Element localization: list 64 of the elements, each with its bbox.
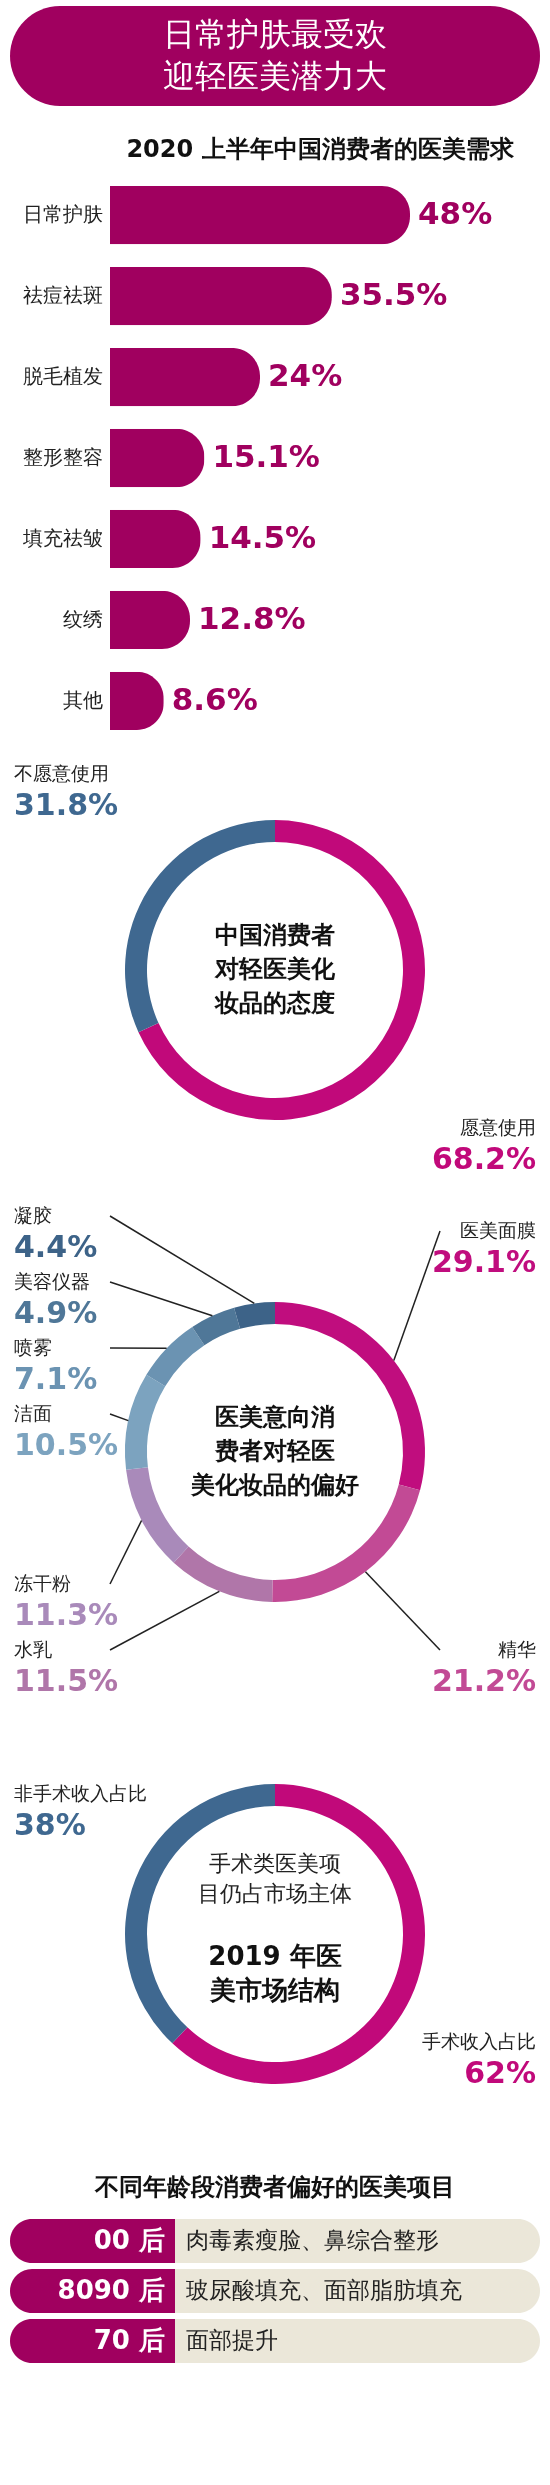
- slice-label: 美容仪器: [14, 1270, 90, 1292]
- slice-label: 凝胶: [14, 1204, 52, 1226]
- slice-label: 医美面膜: [460, 1218, 536, 1241]
- bar: [110, 509, 201, 569]
- data-label: 4.4%: [14, 1229, 98, 1264]
- data-label: 62%: [464, 2054, 536, 2090]
- slice-label: 非手术收入占比: [14, 1782, 147, 1805]
- y-tick-label: 其他: [62, 687, 103, 712]
- category-label: 00 后: [93, 2225, 165, 2255]
- data-label: 11.3%: [14, 1597, 119, 1632]
- category-label: 70 后: [93, 2325, 165, 2355]
- y-tick-label: 脱毛植发: [22, 364, 103, 389]
- bar: [110, 590, 190, 649]
- data-label: 21.2%: [431, 1663, 536, 1698]
- bar: [110, 267, 332, 326]
- text: 医美意向消费者对轻医美化妆品的偏好: [190, 1403, 359, 1499]
- bar: [110, 428, 205, 488]
- donut-slice: [146, 1326, 205, 1387]
- y-tick-label: 纹绣: [62, 606, 103, 631]
- slice-label: 愿意使用: [460, 1116, 536, 1138]
- donut-slice: [234, 1302, 275, 1329]
- text: 2019 年医美市场结构: [208, 1941, 342, 2005]
- text: 肉毒素瘦脸、鼻综合整形: [186, 2227, 439, 2253]
- data-label: 8.6%: [171, 680, 258, 717]
- data-label: 10.5%: [14, 1427, 119, 1462]
- data-label: 31.8%: [14, 787, 119, 822]
- text: 面部提升: [186, 2327, 278, 2353]
- donut-slice: [138, 820, 425, 1120]
- data-label: 29.1%: [431, 1243, 536, 1279]
- donut-slice: [126, 1467, 189, 1563]
- text: 中国消费者对轻医美化妆品的态度: [214, 921, 336, 1017]
- donut-slice: [125, 1374, 166, 1470]
- y-tick-label: 填充祛皱: [21, 525, 103, 550]
- data-label: 12.8%: [198, 599, 306, 636]
- donut-slice: [192, 1307, 241, 1346]
- bar: [110, 347, 260, 407]
- data-label: 48%: [418, 195, 493, 232]
- slice-label: 洁面: [14, 1402, 52, 1424]
- data-label: 24%: [268, 357, 343, 394]
- text: 不同年龄段消费者偏好的医美项目: [94, 2173, 455, 2201]
- text: 玻尿酸填充、面部脂肪填充: [186, 2277, 462, 2303]
- data-label: 7.1%: [14, 1361, 98, 1396]
- slice-label: 喷雾: [14, 1336, 52, 1358]
- y-tick-label: 祛痘祛斑: [22, 283, 103, 308]
- data-label: 14.5%: [208, 518, 317, 555]
- chart-title: 2020 上半年中国消费者的医美需求: [126, 135, 515, 163]
- y-tick-label: 整形整容: [22, 445, 103, 469]
- bar: [110, 186, 410, 245]
- data-label: 4.9%: [14, 1295, 98, 1330]
- slice-label: 精华: [498, 1638, 536, 1660]
- data-label: 68.2%: [431, 1141, 536, 1176]
- data-label: 38%: [14, 1807, 86, 1843]
- slice-label: 冻干粉: [14, 1572, 71, 1594]
- text: 日常护肤最受欢迎轻医美潜力大: [163, 15, 387, 95]
- slice-label: 水乳: [14, 1638, 52, 1660]
- slice-label: 不愿意使用: [14, 762, 109, 784]
- category-label: 8090 后: [57, 2275, 165, 2305]
- data-label: 35.5%: [339, 276, 448, 313]
- slice-label: 手术收入占比: [422, 2029, 536, 2052]
- data-label: 11.5%: [14, 1663, 119, 1698]
- donut-slice: [173, 1546, 273, 1602]
- y-tick-label: 日常护肤: [22, 202, 103, 227]
- text: 手术类医美项目仍占市场主体: [198, 1851, 352, 1906]
- data-label: 15.1%: [212, 438, 320, 474]
